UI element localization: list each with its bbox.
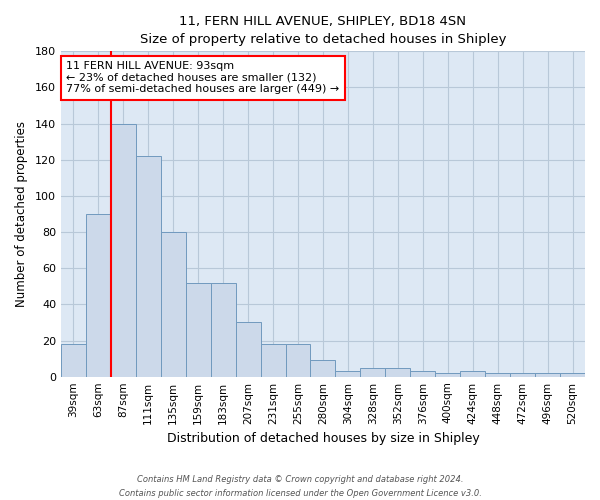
Bar: [136, 156, 161, 376]
Title: 11, FERN HILL AVENUE, SHIPLEY, BD18 4SN
Size of property relative to detached ho: 11, FERN HILL AVENUE, SHIPLEY, BD18 4SN …: [140, 15, 506, 46]
X-axis label: Distribution of detached houses by size in Shipley: Distribution of detached houses by size …: [167, 432, 479, 445]
Bar: [111, 124, 136, 376]
Bar: [485, 373, 510, 376]
Bar: [335, 372, 361, 376]
Bar: [460, 372, 485, 376]
Bar: [435, 373, 460, 376]
Bar: [286, 344, 310, 376]
Bar: [161, 232, 186, 376]
Bar: [410, 372, 435, 376]
Text: Contains HM Land Registry data © Crown copyright and database right 2024.
Contai: Contains HM Land Registry data © Crown c…: [119, 476, 481, 498]
Bar: [61, 344, 86, 376]
Bar: [236, 322, 260, 376]
Bar: [260, 344, 286, 376]
Bar: [385, 368, 410, 376]
Bar: [86, 214, 111, 376]
Y-axis label: Number of detached properties: Number of detached properties: [15, 121, 28, 307]
Bar: [310, 360, 335, 376]
Bar: [510, 373, 535, 376]
Bar: [186, 282, 211, 376]
Bar: [560, 373, 585, 376]
Bar: [535, 373, 560, 376]
Bar: [211, 282, 236, 376]
Text: 11 FERN HILL AVENUE: 93sqm
← 23% of detached houses are smaller (132)
77% of sem: 11 FERN HILL AVENUE: 93sqm ← 23% of deta…: [66, 61, 340, 94]
Bar: [361, 368, 385, 376]
